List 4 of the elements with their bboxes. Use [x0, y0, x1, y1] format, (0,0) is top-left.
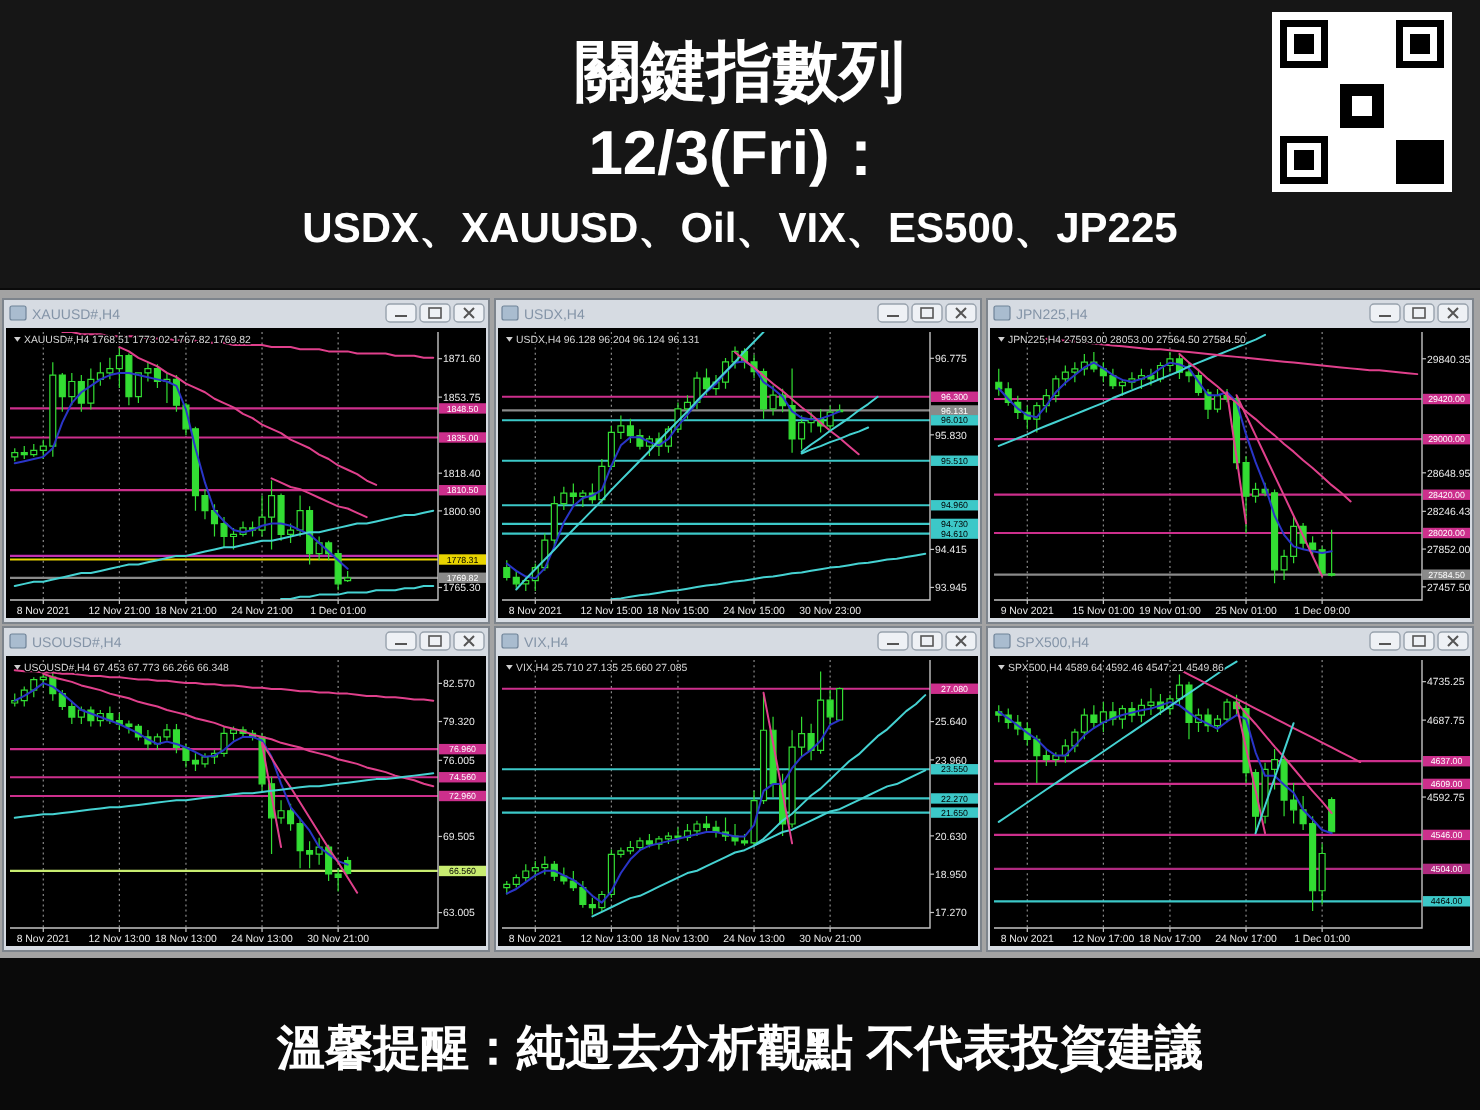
text: USDX、XAUUSD、Oil、VIX、ES500、JP225	[302, 206, 1179, 252]
text: 關鍵指數列	[575, 34, 905, 108]
text: 溫馨提醒：純過去分析觀點 不代表投資建議	[275, 1022, 1203, 1076]
text: 12/3(Fri)：	[588, 118, 892, 188]
